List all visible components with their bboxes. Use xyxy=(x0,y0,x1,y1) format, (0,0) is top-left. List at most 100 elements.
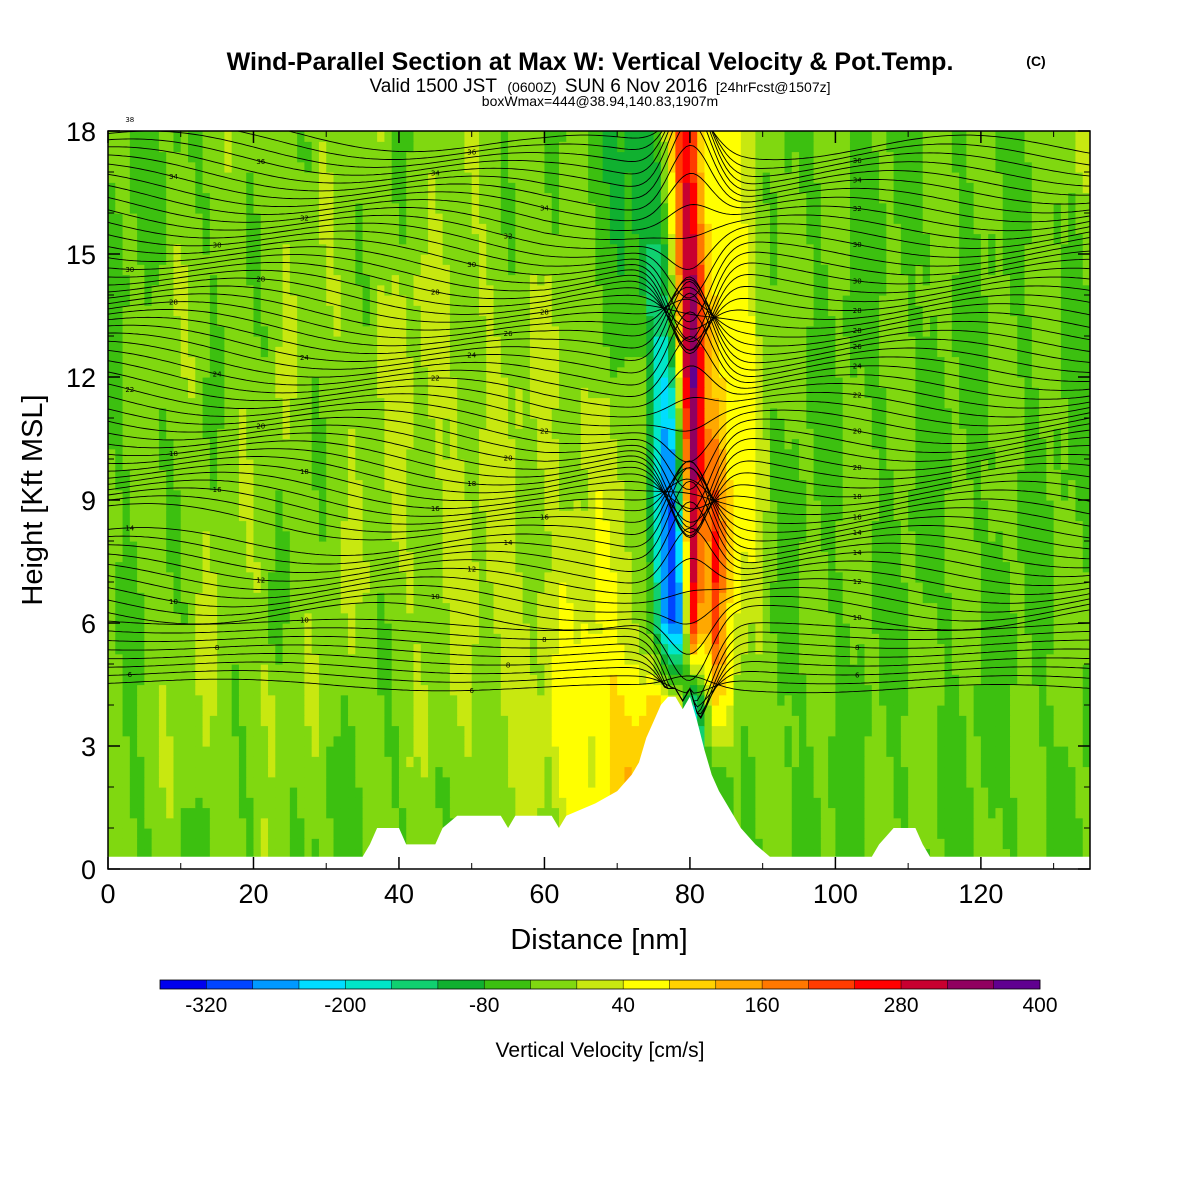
velocity-cell xyxy=(493,633,502,645)
velocity-cell xyxy=(711,571,720,583)
velocity-cell xyxy=(995,787,1004,798)
velocity-cell xyxy=(973,694,982,706)
velocity-cell xyxy=(966,489,975,501)
velocity-cell xyxy=(442,541,451,552)
velocity-cell xyxy=(464,612,473,624)
velocity-cell xyxy=(624,766,633,778)
velocity-cell xyxy=(238,664,247,675)
velocity-cell xyxy=(173,746,182,757)
velocity-cell xyxy=(108,612,116,624)
velocity-cell xyxy=(755,725,764,737)
velocity-cell xyxy=(973,561,982,573)
velocity-cell xyxy=(624,582,633,593)
velocity-cell xyxy=(900,746,909,757)
velocity-cell xyxy=(1009,776,1018,788)
velocity-cell xyxy=(304,664,313,675)
velocity-cell xyxy=(871,756,880,768)
velocity-cell xyxy=(515,756,524,768)
velocity-cell xyxy=(304,776,313,788)
velocity-cell xyxy=(311,623,320,634)
velocity-cell xyxy=(849,725,858,737)
velocity-cell xyxy=(224,551,233,563)
velocity-cell xyxy=(864,694,873,706)
velocity-cell xyxy=(144,500,153,511)
velocity-cell xyxy=(879,489,887,501)
velocity-cell xyxy=(566,715,575,727)
velocity-cell xyxy=(857,807,866,819)
velocity-cell xyxy=(915,551,924,563)
velocity-cell xyxy=(348,561,356,573)
velocity-cell xyxy=(108,807,116,819)
velocity-cell xyxy=(435,756,444,768)
velocity-cell xyxy=(340,653,349,665)
velocity-cell xyxy=(420,766,429,778)
velocity-cell xyxy=(886,807,895,819)
velocity-cell xyxy=(289,776,298,788)
velocity-cell xyxy=(835,684,844,696)
velocity-cell xyxy=(668,643,676,655)
velocity-cell xyxy=(697,715,706,727)
velocity-cell xyxy=(158,551,167,563)
velocity-cell xyxy=(195,633,204,645)
velocity-cell xyxy=(929,674,938,686)
velocity-cell xyxy=(268,582,276,593)
velocity-cell xyxy=(384,756,393,768)
velocity-cell xyxy=(609,725,618,737)
velocity-cell xyxy=(609,787,618,798)
velocity-cell xyxy=(849,828,858,839)
velocity-cell xyxy=(871,582,880,593)
velocity-cell xyxy=(631,664,640,675)
velocity-cell xyxy=(864,489,873,501)
velocity-cell xyxy=(849,510,858,522)
velocity-cell xyxy=(180,489,189,501)
velocity-cell xyxy=(1024,797,1033,809)
velocity-cell xyxy=(398,541,407,552)
velocity-cell xyxy=(311,551,320,563)
velocity-cell xyxy=(740,571,749,583)
velocity-cell xyxy=(500,653,509,665)
velocity-cell xyxy=(457,500,466,511)
velocity-cell xyxy=(275,848,284,860)
velocity-cell xyxy=(355,766,364,778)
velocity-cell xyxy=(711,776,720,788)
velocity-cell xyxy=(1060,735,1069,747)
velocity-cell xyxy=(217,746,225,757)
velocity-cell xyxy=(260,715,269,727)
velocity-cell xyxy=(478,766,487,778)
velocity-cell xyxy=(442,674,451,686)
velocity-cell xyxy=(551,735,560,747)
velocity-cell xyxy=(544,776,553,788)
velocity-cell xyxy=(348,838,356,850)
velocity-cell xyxy=(835,787,844,798)
velocity-cell xyxy=(951,530,960,542)
velocity-cell xyxy=(464,705,473,716)
velocity-cell xyxy=(420,694,429,706)
velocity-cell xyxy=(275,643,284,655)
velocity-cell xyxy=(173,602,182,614)
velocity-cell xyxy=(682,551,691,563)
velocity-cell xyxy=(573,746,582,757)
velocity-cell xyxy=(1046,715,1055,727)
velocity-cell xyxy=(704,571,713,583)
velocity-cell xyxy=(864,838,873,850)
velocity-cell xyxy=(457,561,466,573)
velocity-cell xyxy=(886,746,895,757)
velocity-cell xyxy=(820,746,829,757)
velocity-cell xyxy=(1068,817,1077,829)
velocity-cell xyxy=(260,602,269,614)
velocity-cell xyxy=(369,746,378,757)
velocity-cell xyxy=(617,489,626,501)
velocity-cell xyxy=(311,674,320,686)
velocity-cell xyxy=(842,674,851,686)
velocity-cell xyxy=(137,592,145,604)
velocity-cell xyxy=(966,746,975,757)
velocity-cell xyxy=(326,500,335,511)
velocity-cell xyxy=(260,787,269,798)
velocity-cell xyxy=(471,746,480,757)
velocity-cell xyxy=(791,592,800,604)
velocity-cell xyxy=(493,756,502,768)
velocity-cell xyxy=(333,489,342,501)
velocity-cell xyxy=(791,633,800,645)
velocity-cell xyxy=(864,664,873,675)
velocity-cell xyxy=(660,694,669,706)
